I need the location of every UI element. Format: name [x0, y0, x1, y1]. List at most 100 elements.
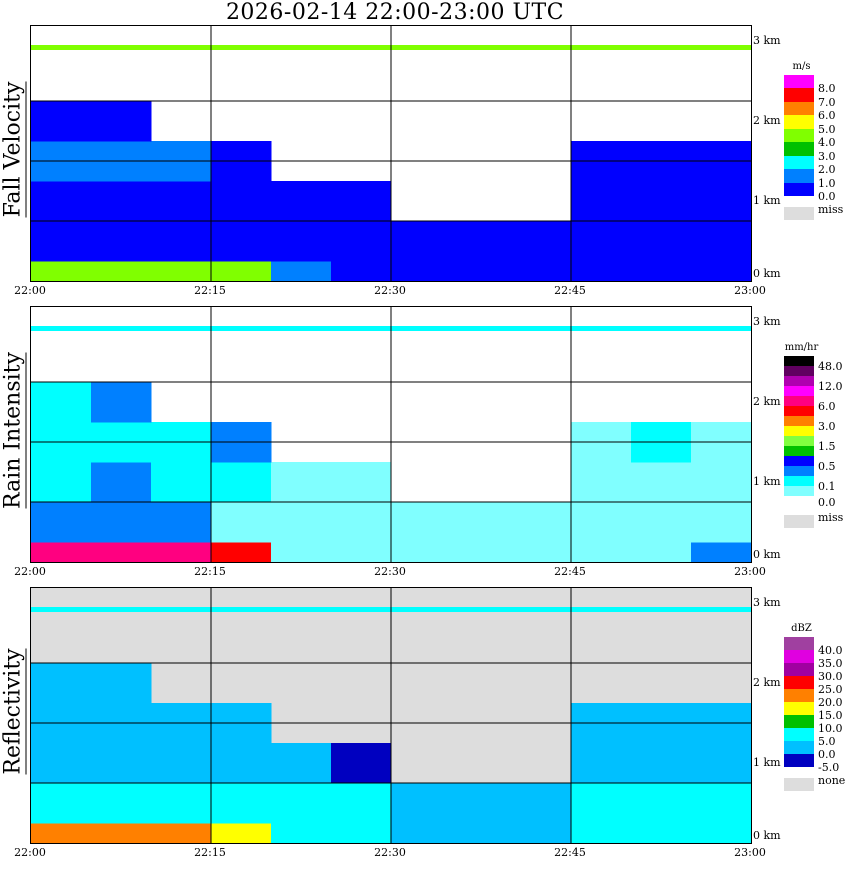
- heatmap-cell: [271, 261, 332, 281]
- legend-label: 8.0: [818, 82, 836, 96]
- plot-area: [30, 306, 752, 563]
- legend-label: 4.0: [818, 136, 836, 150]
- legend-label: 48.0: [818, 360, 843, 373]
- legend-label: 7.0: [818, 95, 836, 109]
- heatmap-cell: [691, 502, 751, 543]
- heatmap-cell: [91, 382, 152, 423]
- color-legend: [784, 637, 814, 767]
- legend-swatch: [784, 426, 814, 436]
- chart-title: 2026-02-14 22:00-23:00 UTC: [225, 0, 565, 25]
- x-tick-label: 22:30: [374, 565, 406, 578]
- color-legend: [784, 356, 814, 496]
- legend-swatch: [784, 356, 814, 366]
- legend-label: 6.0: [818, 400, 836, 413]
- heatmap-cell: [271, 542, 332, 562]
- heatmap-cell: [211, 542, 272, 562]
- heatmap-cell: [31, 502, 92, 543]
- heatmap-cell: [31, 663, 92, 704]
- heatmap-cell: [511, 783, 572, 824]
- y-axis-title-text: Rain Intensity: [0, 352, 27, 509]
- heatmap-cell: [331, 221, 392, 262]
- heatmap-cell: [91, 181, 152, 222]
- legend-label: -5.0: [818, 761, 840, 774]
- heatmap-cell: [271, 462, 332, 503]
- x-tick-label: 22:45: [554, 284, 586, 297]
- legend-swatch: [784, 650, 814, 663]
- legend-swatch: [784, 406, 814, 416]
- heatmap-cell: [691, 542, 751, 562]
- x-tick-label: 22:45: [554, 846, 586, 859]
- x-tick-label: 23:00: [734, 846, 766, 859]
- legend-label: 12.0: [818, 380, 843, 393]
- heatmap-cell: [211, 783, 272, 824]
- x-tick-label: 23:00: [734, 284, 766, 297]
- heatmap: [31, 26, 751, 281]
- heatmap-cell: [211, 823, 272, 843]
- heatmap-cell: [451, 823, 512, 843]
- heatmap-cell: [91, 542, 152, 562]
- legend-swatch: [784, 702, 814, 715]
- heatmap: [31, 588, 751, 843]
- legend-label: 25.0: [818, 683, 843, 696]
- legend-swatch: [784, 101, 814, 116]
- heatmap-cell: [151, 261, 212, 281]
- missing-label: none: [818, 774, 846, 787]
- legend-swatch: [784, 637, 814, 650]
- legend-label: 0.1: [818, 480, 836, 493]
- heatmap-cell: [271, 221, 332, 262]
- heatmap-cell: [571, 502, 632, 543]
- heatmap-cell: [91, 101, 152, 142]
- legend-swatch: [784, 476, 814, 486]
- legend-swatch: [784, 466, 814, 476]
- heatmap-cell: [331, 261, 392, 281]
- heatmap-cell: [31, 462, 92, 503]
- y-tick-label: 0 km: [753, 267, 781, 280]
- legend-swatch: [784, 366, 814, 376]
- legend-swatch: [784, 741, 814, 754]
- legend-swatch: [784, 169, 814, 183]
- legend-label: 30.0: [818, 670, 843, 683]
- heatmap-cell: [271, 823, 332, 843]
- heatmap-cell: [571, 743, 632, 784]
- y-tick-label: 0 km: [753, 548, 781, 561]
- legend-swatch: [784, 182, 814, 196]
- y-tick-label: 3 km: [753, 34, 781, 47]
- y-axis-title-text: Reflectivity: [0, 648, 27, 775]
- heatmap-cell: [211, 502, 272, 543]
- heatmap-cell: [211, 221, 272, 262]
- heatmap-cell: [151, 181, 212, 222]
- legend-label: 3.0: [818, 149, 836, 163]
- legend-label: 15.0: [818, 709, 843, 722]
- heatmap-cell: [511, 221, 572, 262]
- legend-swatch: [784, 456, 814, 466]
- heatmap-cell: [631, 823, 692, 843]
- heatmap-cell: [511, 542, 572, 562]
- legend-label: 0.0: [818, 496, 836, 509]
- y-tick-label: 1 km: [753, 194, 781, 207]
- heatmap-cell: [391, 542, 452, 562]
- heatmap-cell: [391, 823, 452, 843]
- heatmap-cell: [631, 462, 692, 503]
- legend-unit: mm/hr: [784, 342, 819, 353]
- heatmap-cell: [31, 181, 92, 222]
- heatmap-cell: [571, 823, 632, 843]
- legend-swatch: [784, 715, 814, 728]
- missing-label: miss: [818, 511, 844, 524]
- heatmap-cell: [151, 462, 212, 503]
- x-tick-label: 22:30: [374, 284, 406, 297]
- panel-fall-velocity: Fall Velocity 0 km 1 km 2 km 3 km 22:00 22:15 2…: [0, 25, 850, 307]
- heatmap-cell: [31, 823, 92, 843]
- heatmap-cell: [391, 221, 452, 262]
- heatmap-cell: [151, 823, 212, 843]
- legend-swatch: [784, 386, 814, 396]
- color-legend: [784, 75, 814, 196]
- heatmap-cell: [631, 542, 692, 562]
- legend-unit: m/s: [792, 61, 811, 72]
- missing-swatch: [784, 778, 814, 791]
- heatmap-cell: [331, 462, 392, 503]
- legend-swatch: [784, 663, 814, 676]
- heatmap-cell: [151, 542, 212, 562]
- legend-swatch: [784, 142, 814, 156]
- heatmap-cell: [571, 462, 632, 503]
- heatmap-cell: [451, 783, 512, 824]
